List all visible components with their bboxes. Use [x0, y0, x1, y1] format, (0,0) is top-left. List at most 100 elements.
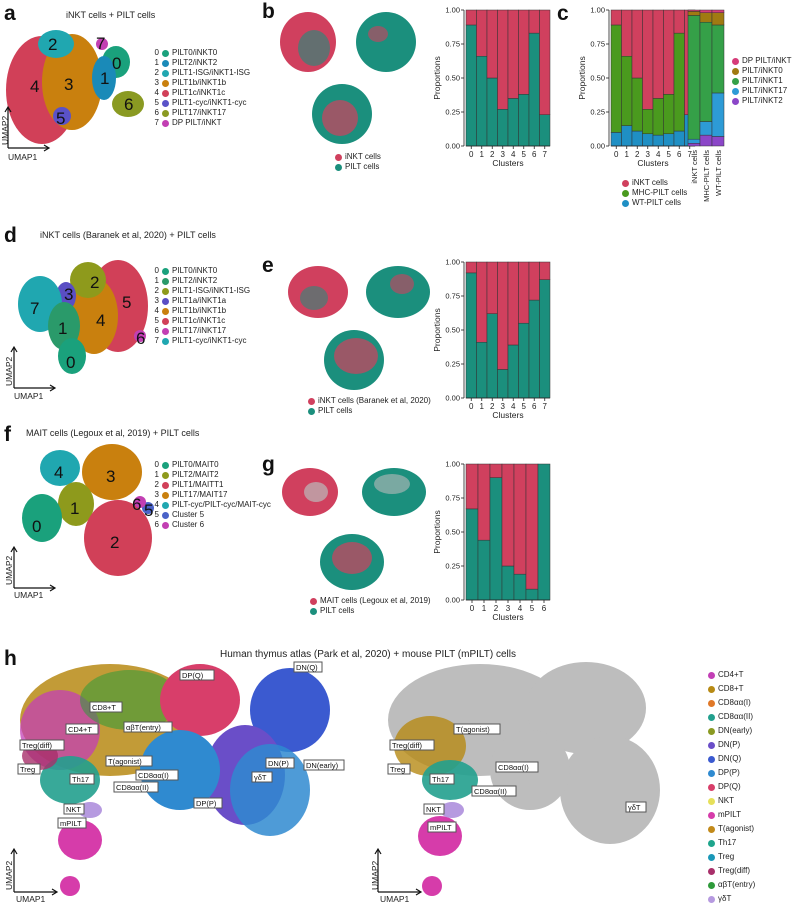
umap-f-label-1: 1 — [70, 499, 79, 518]
umap-f-label-4: 4 — [54, 463, 63, 482]
chart-g: 0.00 0.25 0.50 0.75 1.00 0 1 2 3 4 5 6 Clusters Propo… — [432, 460, 551, 622]
x-tick-label: 5 — [522, 402, 527, 411]
x-tick-label: 6 — [677, 150, 682, 159]
y-tick-label: 0.00 — [445, 596, 460, 605]
bar-segment — [465, 508, 479, 601]
panel-f-title: MAIT cells (Legoux et al, 2019) + PILT c… — [26, 428, 200, 438]
bar-segment — [699, 134, 713, 147]
legend-d-item: 6 PILT17/iNKT17 — [154, 326, 227, 335]
bar-segment — [539, 9, 551, 115]
bar-segment — [687, 143, 701, 147]
umap-a-label-0: 0 — [112, 54, 121, 73]
umap-d-label-7: 7 — [30, 299, 39, 318]
legend-h-item: γδT — [708, 892, 755, 906]
x-axis-label: Clusters — [637, 158, 668, 168]
legend-e-dot — [308, 407, 315, 415]
umap-f-xaxis: UMAP1 — [14, 590, 44, 600]
bar-segment — [476, 9, 488, 57]
x-tick-label: 1 — [625, 150, 630, 159]
legend-h-item: mPILT — [708, 808, 755, 822]
bar-segment — [528, 299, 540, 399]
bar-segment — [699, 121, 713, 136]
x-tick-label: 0 — [470, 604, 475, 613]
y-tick-label: 0.50 — [445, 74, 460, 83]
h-left-label: T(agonist) — [108, 757, 142, 766]
x-tick-label: 0 — [469, 150, 474, 159]
legend-g-item: PILT cells — [310, 606, 431, 616]
legend-h-item: Th17 — [708, 836, 755, 850]
legend-a-dot — [162, 59, 169, 67]
legend-b-dot — [335, 153, 342, 161]
legend-h-item: DN(early) — [708, 724, 755, 738]
h-right-label: CD8αα(I) — [498, 763, 529, 772]
bar-segment — [518, 261, 530, 324]
legend-d-item: 3 PILT1a/iNKT1a — [154, 296, 227, 305]
x-tick-label: WT-PILT cells — [714, 150, 723, 196]
legend-c-right-item: DP PILT/iNKT — [732, 56, 792, 66]
bar-segment — [663, 133, 675, 147]
legend-h-item: DP(Q) — [708, 780, 755, 794]
umap-b — [280, 12, 416, 144]
x-axis-label: Clusters — [492, 410, 523, 420]
legend-h-item: αβT(entry) — [708, 878, 755, 892]
legend-c-right-dot — [732, 97, 739, 105]
umap-f-label-6: 6 — [132, 495, 141, 514]
y-tick-label: 0.50 — [590, 74, 605, 83]
bar-segment — [610, 24, 622, 133]
bar-segment — [699, 9, 713, 13]
bar-segment — [486, 313, 498, 399]
legend-f-dot — [162, 521, 169, 529]
umap-a-yaxis: UMAP2 — [0, 115, 10, 145]
x-tick-label: iNKT cells — [690, 150, 699, 184]
x-tick-label: 6 — [532, 402, 537, 411]
bar-segment — [486, 9, 498, 79]
legend-d-dot — [162, 337, 169, 345]
legend-f-item: 2 PILT1/MAITT1 — [154, 480, 224, 489]
legend-d: 0 PILT0/iNKT0 1 PILT2/iNKT2 2 PILT1-ISG/iNK… — [152, 266, 251, 346]
x-tick-label: 4 — [511, 402, 516, 411]
legend-h-item: DN(Q) — [708, 752, 755, 766]
legend-h-item: DN(P) — [708, 738, 755, 752]
panel-letter-c: c — [557, 2, 569, 25]
legend-f-item: 4 PILT-cyc/PILT-cyc/MAIT-cyc — [154, 500, 271, 509]
umap-h-left-labels: DP(Q) DN(Q) CD8+T αβT(entry) CD4+T Treg(… — [17, 661, 345, 829]
h-left-label: αβT(entry) — [126, 723, 161, 732]
legend-d-dot — [162, 267, 169, 275]
legend-d-dot — [162, 327, 169, 335]
legend-h-item: NKT — [708, 794, 755, 808]
legend-d-item: 1 PILT2/iNKT2 — [154, 276, 218, 285]
h-right-label: CD8αα(II) — [474, 787, 507, 796]
x-tick-label: 5 — [522, 150, 527, 159]
x-tick-label: 2 — [490, 150, 495, 159]
x-tick-label: 2 — [494, 604, 499, 613]
h-left-label: mPILT — [60, 819, 82, 828]
bar-segment — [501, 463, 515, 567]
legend-b: iNKT cells PILT cells — [335, 152, 381, 172]
bar-segment — [465, 9, 477, 26]
legend-d-dot — [162, 297, 169, 305]
bar-segment — [477, 463, 491, 541]
umap-g — [282, 468, 426, 590]
y-tick-label: 1.00 — [590, 6, 605, 15]
legend-h-dot — [708, 685, 715, 693]
legend-g-item: MAIT cells (Legoux et al, 2019) — [310, 596, 431, 606]
h-right-label: Treg — [390, 765, 405, 774]
legend-f-item: 5 Cluster 5 — [154, 510, 205, 519]
umap-f-label-2: 2 — [110, 533, 119, 552]
x-tick-label: 2 — [490, 402, 495, 411]
umap-h-left: DP(Q) DN(Q) CD8+T αβT(entry) CD4+T Treg(… — [10, 661, 345, 896]
chart-c-side: iNKT cells MHC-PILT cells WT-PILT cells — [687, 9, 725, 202]
umap-d-xaxis: UMAP1 — [14, 391, 44, 401]
bar-segment — [497, 369, 509, 399]
umap-d-yaxis: UMAP2 — [4, 356, 14, 386]
legend-h-dot — [708, 699, 715, 707]
bar-segment — [539, 279, 551, 399]
y-tick-label: 0.25 — [590, 108, 605, 117]
legend-c-item: WT-PILT cells — [622, 198, 687, 208]
bar-segment — [687, 15, 701, 140]
legend-h-item: CD8αα(I) — [708, 696, 755, 710]
legend-b-item: iNKT cells — [335, 152, 381, 162]
umap-a-label-7: 7 — [96, 34, 105, 53]
bar-segment — [501, 565, 515, 601]
bar-segment — [513, 573, 527, 601]
